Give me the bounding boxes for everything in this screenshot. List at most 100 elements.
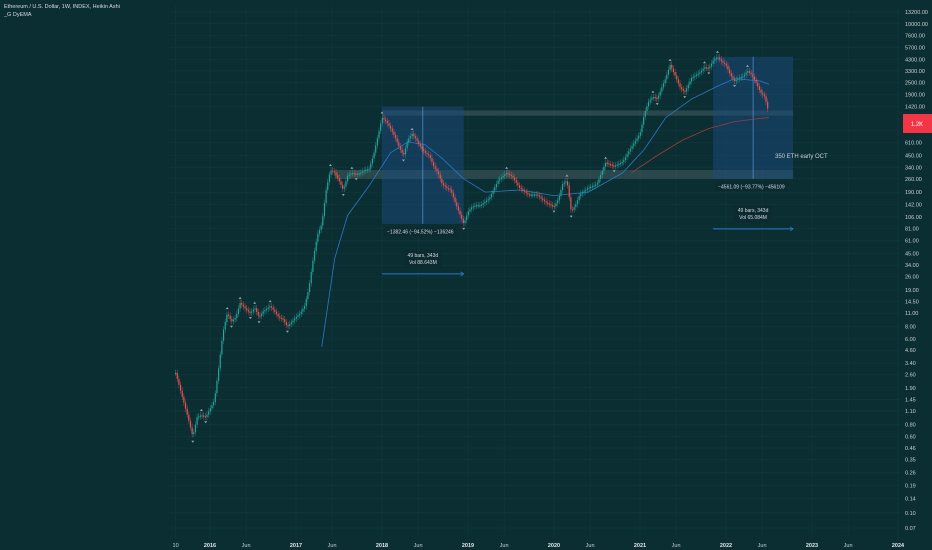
- candle-body: [656, 97, 658, 100]
- candle-body: [565, 181, 567, 183]
- candle-body: [532, 194, 534, 196]
- candle-body: [375, 145, 377, 153]
- candle-body: [390, 125, 392, 129]
- candle-body: [436, 168, 438, 172]
- x-tick-label: Jun: [672, 543, 681, 549]
- candle-body: [292, 320, 294, 323]
- y-tick-label: 340.00: [905, 165, 922, 171]
- x-tick-label: 2021: [634, 543, 646, 549]
- candle-body: [600, 175, 602, 180]
- x-tick-label: Jun: [758, 543, 767, 549]
- candle-body: [576, 200, 579, 205]
- y-tick-label: 61.00: [905, 238, 919, 244]
- pivot-low-marker: [569, 215, 573, 218]
- candle-body: [628, 151, 630, 155]
- y-axis[interactable]: 13200.00 10000.00 7600.00 5700.00 4300.00 330…: [905, 10, 928, 532]
- candle-body: [414, 136, 417, 139]
- candle-body: [553, 205, 555, 208]
- candle-body: [514, 177, 516, 181]
- pivot-low-marker: [683, 96, 687, 99]
- candle-body: [265, 308, 268, 311]
- candle-body: [355, 173, 357, 175]
- candle-body: [416, 138, 418, 141]
- candle-body: [184, 402, 187, 409]
- candle-body: [490, 194, 493, 198]
- candle-body: [710, 63, 713, 67]
- candle-body: [188, 414, 190, 421]
- candle-body: [644, 111, 646, 117]
- candle-body: [505, 173, 507, 175]
- x-axis[interactable]: 10 2016 Jun 2017 Jun 2018 Jun 2019 Jun 2020 Jun 202…: [173, 543, 906, 549]
- candle-body: [313, 251, 316, 261]
- candle-body: [337, 175, 339, 179]
- candle-body: [695, 74, 698, 76]
- candle-body: [199, 415, 202, 417]
- candle-body: [434, 166, 436, 169]
- candle-body: [742, 76, 744, 78]
- candle-body: [649, 99, 651, 102]
- candle-body: [634, 140, 636, 144]
- candle-body: [743, 74, 746, 77]
- pivot-high-marker: [565, 174, 569, 177]
- y-tick-label: 2500.00: [905, 81, 925, 87]
- y-tick-label: 0.35: [905, 458, 916, 464]
- candle-body: [246, 308, 248, 310]
- candle-body: [714, 59, 716, 61]
- candle-body: [515, 180, 517, 183]
- candle-body: [639, 132, 641, 136]
- candle-body: [290, 322, 292, 325]
- candle-body: [724, 62, 726, 64]
- drawdown-boxes: [382, 56, 794, 224]
- candle-body: [747, 71, 749, 73]
- candle-body: [221, 340, 223, 355]
- candle-body: [596, 183, 598, 185]
- candle-body: [441, 178, 443, 184]
- candle-body: [621, 161, 623, 164]
- candle-body: [386, 120, 388, 124]
- y-tick-label: 26.00: [905, 275, 919, 281]
- candle-body: [542, 198, 544, 200]
- candle-body: [545, 201, 547, 203]
- candle-body: [671, 64, 673, 69]
- candle-body: [580, 193, 582, 197]
- candle-body: [709, 66, 711, 69]
- candle-body: [365, 169, 367, 171]
- candle-body: [275, 311, 278, 315]
- y-tick-label: 34.00: [905, 263, 919, 269]
- candle-body: [380, 123, 382, 131]
- candle-body: [459, 210, 461, 215]
- candles: [175, 54, 769, 438]
- drawdown-stats-bars: 49 bars, 343d: [408, 253, 439, 259]
- pivot-high-marker: [746, 64, 749, 67]
- pivot-high-marker: [703, 61, 706, 64]
- candle-body: [322, 216, 324, 226]
- indicator-label[interactable]: _G DyEMA: [4, 12, 32, 18]
- candle-body: [241, 302, 243, 305]
- candle-body: [449, 188, 451, 191]
- candle-body: [332, 170, 334, 172]
- pivot-high-marker: [253, 301, 257, 304]
- candle-body: [547, 202, 549, 204]
- candle-body: [626, 154, 628, 158]
- candle-body: [381, 117, 383, 124]
- y-tick-label: 13200.00: [905, 10, 928, 16]
- x-tick-label: Jun: [414, 543, 423, 549]
- candle-body: [700, 70, 703, 73]
- candle-body: [198, 416, 200, 418]
- drawdown-stats-bars: 49 bars, 343d: [738, 208, 769, 214]
- y-tick-label: 81.00: [905, 226, 919, 232]
- x-tick-label: 2018: [376, 543, 388, 549]
- candle-body: [259, 315, 261, 317]
- candle-body: [366, 169, 369, 171]
- candle-body: [738, 77, 741, 79]
- candle-body: [712, 60, 714, 64]
- candle-body: [745, 72, 747, 75]
- candle-body: [308, 283, 311, 293]
- candle-body: [686, 88, 688, 92]
- candle-body: [295, 316, 297, 319]
- chart-title[interactable]: Ethereum / U.S. Dollar, 1W, INDEX, Heiki…: [4, 4, 120, 10]
- x-tick-label: Jun: [586, 543, 595, 549]
- candle-body: [757, 82, 759, 87]
- candle-body: [748, 71, 751, 73]
